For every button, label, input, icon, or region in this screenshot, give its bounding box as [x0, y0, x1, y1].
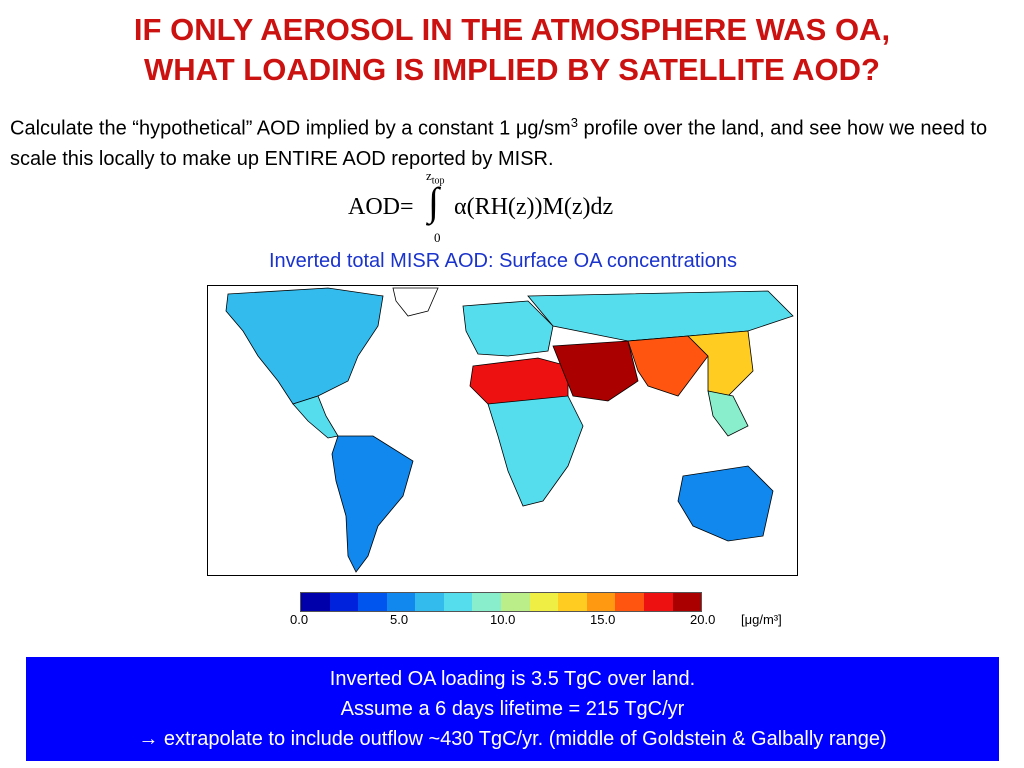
greenland-region — [392, 287, 439, 317]
formula-upper-limit: ztop — [426, 168, 445, 187]
colorbar-swatch — [501, 593, 530, 611]
colorbar-swatch — [558, 593, 587, 611]
intro-text: Calculate the “hypothetical” AOD implied… — [10, 108, 1014, 174]
integral-sign-icon: ∫ — [428, 179, 439, 224]
slide-title: IF ONLY AEROSOL IN THE ATMOSPHERE WAS OA… — [0, 10, 1024, 90]
colorbar-swatch — [443, 593, 473, 611]
colorbar-swatch — [301, 593, 330, 611]
intro-text-b: g/sm — [527, 117, 571, 140]
world-oa-map — [207, 285, 798, 576]
map-title: Inverted total MISR AOD: Surface OA conc… — [269, 250, 737, 272]
se-asia-region — [707, 390, 749, 437]
north-america-region — [225, 287, 384, 405]
formula-lower-limit: 0 — [434, 230, 441, 245]
south-asia-region — [627, 335, 709, 397]
colorbar-tick-label: 15.0 — [590, 612, 616, 627]
colorbar-swatch — [615, 593, 644, 611]
summary-line-2: Assume a 6 days lifetime = 215 TgC/yr — [340, 698, 685, 720]
formula-upper-sub: top — [431, 175, 445, 187]
colorbar-swatch — [672, 593, 702, 611]
africa-south-region — [487, 395, 584, 507]
formula-lhs: AOD= — [348, 194, 414, 220]
summary-line-3-text: extrapolate to include outflow ~430 TgC/… — [158, 728, 887, 750]
intro-sup: 3 — [570, 115, 578, 130]
formula-upper-z: z — [426, 168, 432, 183]
colorbar-tick-label: 5.0 — [390, 612, 409, 627]
colorbar-swatch — [472, 593, 502, 611]
title-line-2: WHAT LOADING IS IMPLIED BY SATELLITE AOD… — [144, 52, 880, 87]
intro-text-c: profile over the land, and see how we ne… — [10, 117, 988, 170]
colorbar-unit: [μg/m³] — [741, 612, 782, 627]
colorbar-tick-label: 0.0 — [290, 612, 309, 627]
asia-north-region — [527, 290, 794, 342]
colorbar-swatch — [415, 593, 444, 611]
colorbar-tick-label: 20.0 — [690, 612, 716, 627]
colorbar-swatch — [386, 593, 416, 611]
right-arrow-icon: → — [138, 728, 159, 750]
colorbar-swatch — [643, 593, 673, 611]
aod-formula: AOD= ztop ∫ 0 α(RH(z))M(z)dz — [340, 168, 700, 248]
title-line-1: IF ONLY AEROSOL IN THE ATMOSPHERE WAS OA… — [133, 12, 891, 47]
south-america-region — [331, 435, 414, 573]
summary-line-1: Inverted OA loading is 3.5 TgC over land… — [329, 668, 696, 690]
intro-mu: μ — [515, 117, 528, 140]
summary-box: Inverted OA loading is 3.5 TgC over land… — [26, 657, 999, 761]
summary-line-3: → extrapolate to include outflow ~430 Tg… — [26, 724, 999, 754]
colorbar — [300, 592, 702, 612]
world-map-graphic — [225, 287, 794, 573]
intro-text-a: Calculate the “hypothetical” AOD implied… — [10, 117, 516, 140]
australia-region — [677, 465, 774, 542]
colorbar-tick-label: 10.0 — [490, 612, 516, 627]
formula-integrand: α(RH(z))M(z)dz — [454, 194, 614, 220]
colorbar-swatch — [358, 593, 387, 611]
colorbar-swatch — [329, 593, 359, 611]
europe-region — [462, 300, 554, 357]
colorbar-swatch — [586, 593, 616, 611]
colorbar-swatch — [529, 593, 559, 611]
central-america-region — [292, 395, 339, 439]
